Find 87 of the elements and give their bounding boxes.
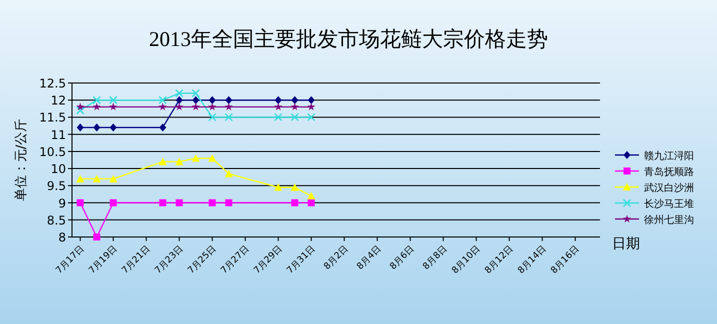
point <box>274 96 282 104</box>
point <box>274 102 282 110</box>
point <box>308 96 315 104</box>
point <box>274 183 282 191</box>
point <box>274 113 282 122</box>
point <box>208 102 216 110</box>
point <box>291 96 298 104</box>
x-tick-label: 7月21日 <box>120 244 152 276</box>
y-tick-label: 9.5 <box>46 179 66 194</box>
point <box>76 123 84 132</box>
legend-label: 长沙马王堆 <box>644 198 694 210</box>
point <box>208 199 216 206</box>
x-tick-label: 8月16日 <box>549 244 582 276</box>
point <box>224 102 233 110</box>
legend-label: 徐州七里沟 <box>644 214 694 226</box>
x-tick-label: 7月25日 <box>186 244 218 276</box>
y-tick-label: 9 <box>58 196 66 210</box>
point <box>176 96 183 104</box>
point <box>175 102 184 110</box>
y-tick-label: 8.5 <box>46 213 66 228</box>
point <box>159 123 166 132</box>
point <box>93 123 100 132</box>
x-tick-label: 8月14日 <box>516 244 548 276</box>
point <box>290 102 299 110</box>
point <box>76 106 84 115</box>
y-axis-title: 单位：元/公斤 <box>14 118 29 202</box>
x-tick-label: 8月10日 <box>450 244 482 276</box>
point <box>109 96 118 104</box>
point <box>208 113 216 122</box>
point <box>110 199 117 206</box>
point <box>290 113 299 122</box>
point <box>307 102 316 110</box>
point <box>158 158 167 166</box>
y-tick-label: 11 <box>50 128 66 142</box>
point <box>175 158 184 166</box>
y-tick-label: 12.5 <box>39 76 66 90</box>
x-tick-label: 8月2日 <box>322 244 350 272</box>
point <box>175 89 184 98</box>
y-tick-label: 10.5 <box>39 144 66 159</box>
x-tick-label: 8月8日 <box>421 244 450 272</box>
y-tick-label: 11.5 <box>39 110 66 125</box>
point <box>192 102 200 110</box>
point <box>76 102 84 110</box>
y-tick-label: 10 <box>50 162 66 176</box>
x-tick-label: 8月4日 <box>355 244 384 272</box>
point <box>225 96 232 104</box>
x-tick-label: 8月12日 <box>483 244 516 276</box>
y-tick-label: 8 <box>58 230 66 244</box>
legend-label: 赣九江浔阳 <box>644 150 694 162</box>
x-tick-label: 7月27日 <box>219 244 252 276</box>
point <box>224 113 233 122</box>
point <box>176 199 183 206</box>
point <box>92 102 101 110</box>
point <box>109 174 118 182</box>
point <box>307 192 316 200</box>
x-tick-label: 8月6日 <box>388 244 416 272</box>
point <box>208 96 216 104</box>
point <box>291 199 298 206</box>
x-tick-label: 7月19日 <box>87 244 120 276</box>
point <box>76 174 84 182</box>
point <box>158 102 167 110</box>
point <box>109 102 118 110</box>
x-tick-label: 7月31日 <box>285 244 318 276</box>
point <box>158 96 167 104</box>
point <box>192 96 200 104</box>
point <box>290 183 299 191</box>
point <box>92 174 101 182</box>
legend-label: 青岛抚顺路 <box>644 166 694 178</box>
x-tick-label: 7月17日 <box>54 244 86 276</box>
point <box>159 199 166 206</box>
point <box>192 89 200 98</box>
x-tick-label: 7月23日 <box>153 244 186 276</box>
point <box>225 199 232 206</box>
point <box>224 170 233 178</box>
point <box>76 199 84 206</box>
point <box>208 154 216 162</box>
chart-title: 2013年全国主要批发市场花鲢大宗价格走势 <box>149 27 548 51</box>
point <box>93 234 100 240</box>
legend-label: 武汉白沙洲 <box>644 182 694 194</box>
point <box>192 154 200 162</box>
point <box>307 113 316 122</box>
x-tick-label: 7月29日 <box>252 244 284 276</box>
y-tick-label: 12 <box>50 94 66 108</box>
x-axis-title: 日期 <box>612 236 640 252</box>
point <box>110 123 117 132</box>
point <box>308 199 315 206</box>
point <box>92 96 101 104</box>
